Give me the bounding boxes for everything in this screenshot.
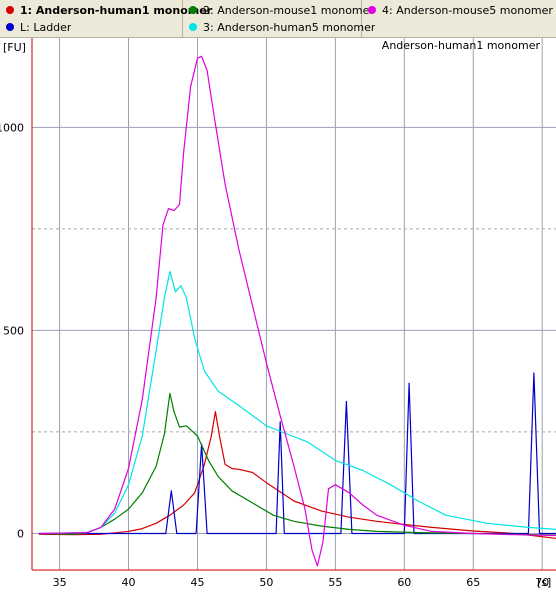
- legend-column-1: 1: Anderson-human1 monomer L: Ladder: [0, 0, 212, 38]
- legend-dot-magenta-icon: [368, 6, 376, 14]
- legend-column-2: 2: Anderson-mouse1 monomer 3: Anderson-h…: [183, 0, 375, 38]
- legend-label: 2: Anderson-mouse1 monomer: [203, 4, 374, 17]
- legend-dot-blue-icon: [6, 23, 14, 31]
- legend-label: 3: Anderson-human5 monomer: [203, 21, 376, 34]
- legend-item-sample-2[interactable]: 2: Anderson-mouse1 monomer: [189, 3, 374, 19]
- legend-label: 1: Anderson-human1 monomer: [20, 4, 213, 17]
- y-axis-label: [FU]: [3, 41, 26, 54]
- series-line-5: [38, 55, 556, 567]
- chart-title: Anderson-human1 monomer: [382, 39, 541, 52]
- series-line-4: [38, 270, 556, 535]
- series-line-1: [38, 411, 556, 539]
- series-line-2: [38, 372, 556, 535]
- legend-column-3: 4: Anderson-mouse5 monomer: [362, 0, 556, 38]
- legend-label: L: Ladder: [20, 21, 72, 34]
- x-axis-label: [s]: [537, 576, 551, 589]
- x-tick-label: 60: [397, 576, 411, 589]
- legend-dot-red-icon: [6, 6, 14, 14]
- series-line-3: [38, 392, 556, 536]
- legend-item-sample-4[interactable]: 4: Anderson-mouse5 monomer: [368, 3, 553, 19]
- x-tick-label: 45: [190, 576, 204, 589]
- legend: 1: Anderson-human1 monomer L: Ladder 2: …: [0, 0, 556, 38]
- legend-label: 4: Anderson-mouse5 monomer: [382, 4, 553, 17]
- x-tick-label: 55: [328, 576, 342, 589]
- legend-item-sample-1[interactable]: 1: Anderson-human1 monomer: [6, 3, 212, 19]
- tick-labels: 35 40 45 50 55 60 65 70 0 500 1000: [0, 121, 549, 589]
- y-tick-label: 1000: [0, 121, 24, 134]
- x-tick-label: 65: [466, 576, 480, 589]
- series-layer: [38, 55, 556, 567]
- grid: [32, 38, 556, 570]
- legend-dot-green-icon: [189, 6, 197, 14]
- x-tick-label: 70: [535, 576, 549, 589]
- y-tick-label: 0: [17, 527, 24, 540]
- legend-item-ladder[interactable]: L: Ladder: [6, 20, 71, 36]
- x-tick-label: 50: [259, 576, 273, 589]
- legend-dot-cyan-icon: [189, 23, 197, 31]
- y-tick-label: 500: [3, 324, 24, 337]
- electropherogram-chart: 35 40 45 50 55 60 65 70 0 500 1000 [FU] [s] Anders…: [0, 38, 556, 589]
- x-tick-label: 35: [53, 576, 67, 589]
- legend-item-sample-3[interactable]: 3: Anderson-human5 monomer: [189, 20, 375, 36]
- x-tick-label: 40: [122, 576, 136, 589]
